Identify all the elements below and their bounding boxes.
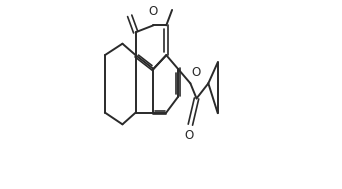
Text: O: O bbox=[185, 129, 194, 142]
Text: O: O bbox=[191, 66, 200, 79]
Text: O: O bbox=[149, 5, 158, 18]
